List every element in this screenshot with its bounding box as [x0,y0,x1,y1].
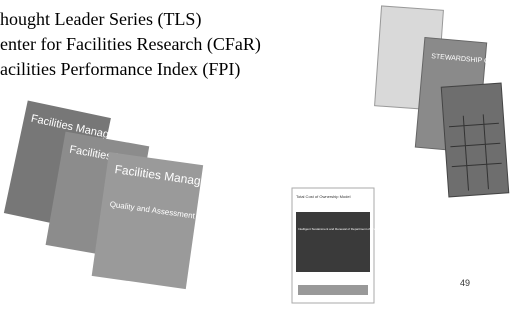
bullet-text: acilities Performance Index (FPI) [0,59,240,80]
cover-title: Total Cost of Ownership Model [296,194,351,199]
cover-image [296,212,370,272]
page: hought Leader Series (TLS) enter for Fac… [0,0,521,314]
slide: hought Leader Series (TLS) enter for Fac… [0,0,521,314]
cover-subtitle: Intelligent Sustainment and Renewal of D… [298,227,417,231]
report-cover [441,83,509,197]
bullet-text: hought Leader Series (TLS) [0,9,201,30]
bullet-text: enter for Facilities Research (CFaR) [0,34,261,55]
cover-logos [298,285,368,295]
page-number: 49 [460,278,470,288]
